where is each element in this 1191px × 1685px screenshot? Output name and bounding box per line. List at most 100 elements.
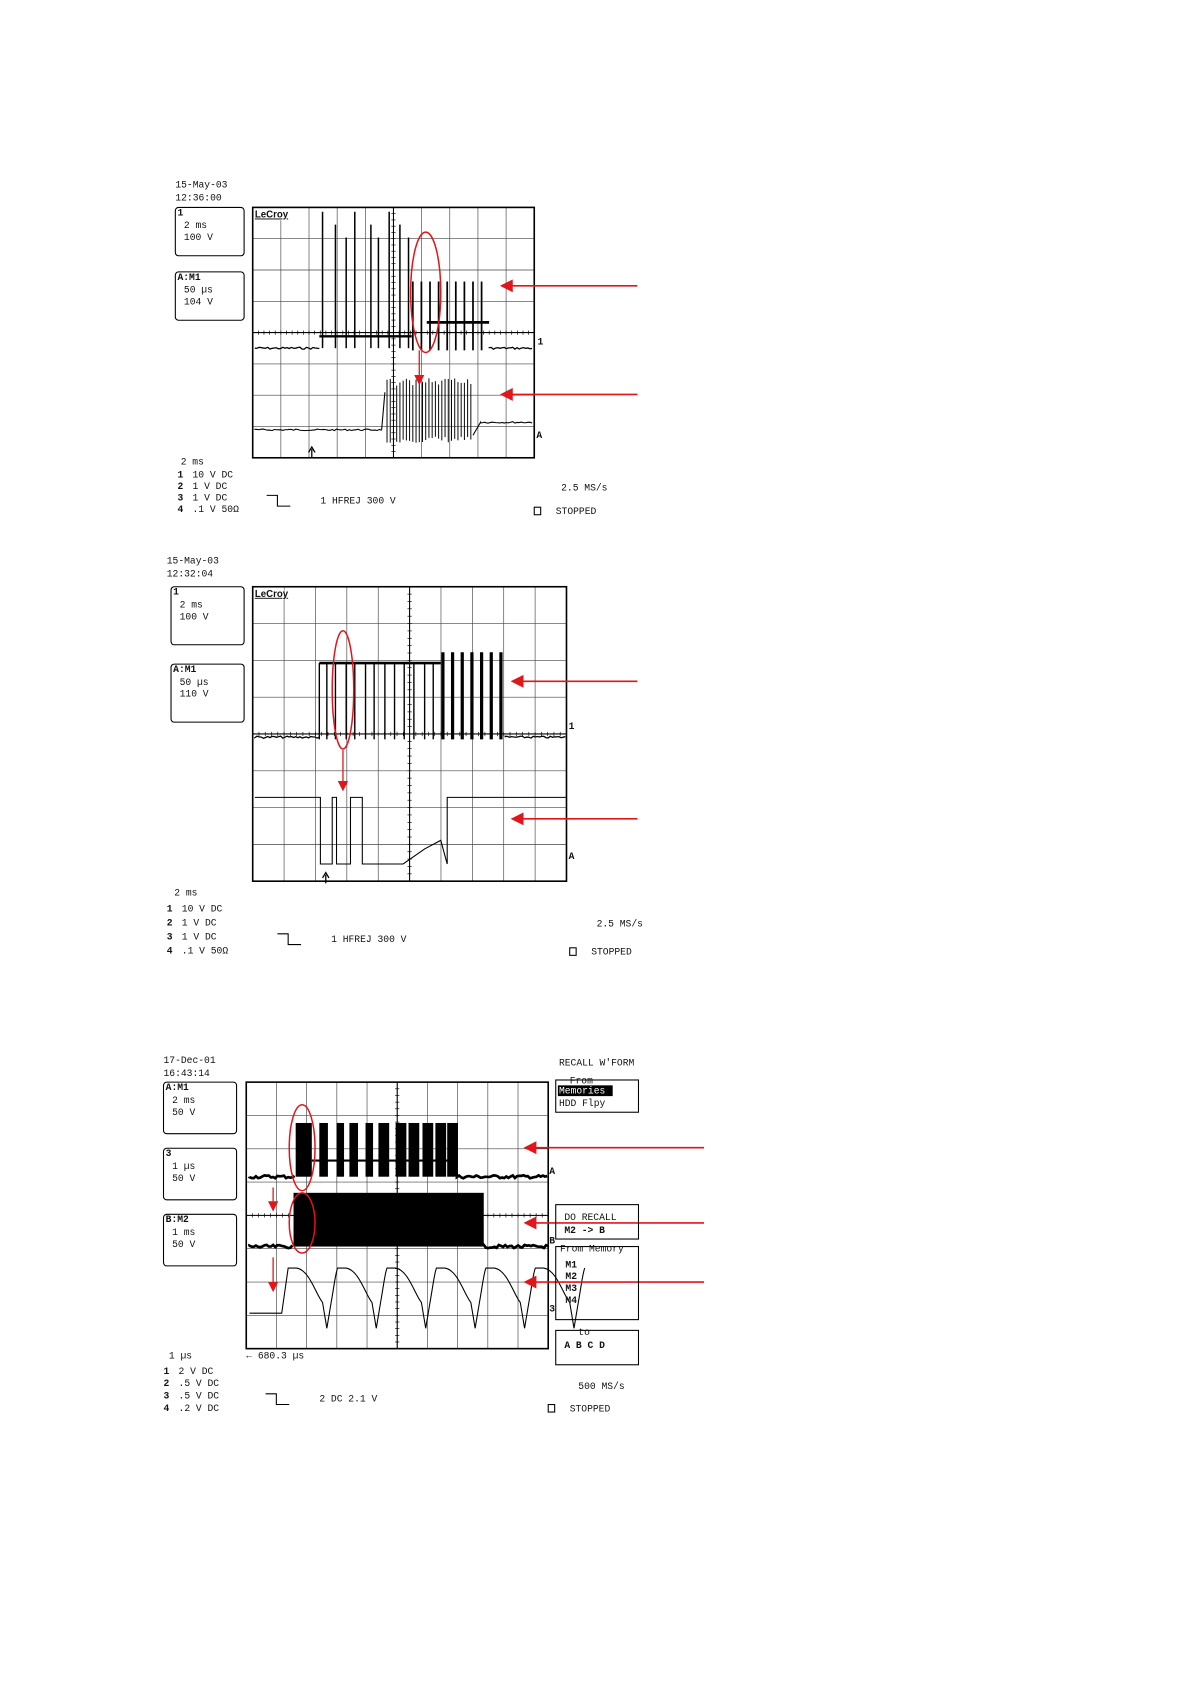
channel-box-line: 100 V — [184, 232, 213, 243]
channel-box-line: 50 V — [172, 1173, 195, 1184]
channel-box — [162, 1147, 238, 1201]
timebase: 2 ms — [181, 457, 204, 468]
trace — [472, 420, 533, 436]
channel-number: 2 — [167, 918, 173, 929]
channel-setting: .5 V DC — [179, 1378, 220, 1389]
trace — [365, 1122, 374, 1177]
timebase: 2 ms — [174, 888, 197, 899]
trace — [408, 1122, 420, 1177]
annotation-ellipse — [288, 1103, 316, 1192]
trace — [319, 1122, 328, 1177]
menu-title: RECALL W'FORM — [559, 1057, 635, 1068]
channel-box-line: 104 V — [184, 297, 213, 308]
menu-highlight — [557, 1085, 613, 1097]
channel-number: 2 — [177, 481, 183, 492]
trigger-symbol — [265, 1393, 290, 1406]
menu-box — [555, 1329, 640, 1366]
timebase: 1 µs — [169, 1351, 192, 1362]
sample-rate: 500 MS/s — [578, 1381, 624, 1392]
menu-option: A B C D — [564, 1340, 605, 1351]
channel-number: 4 — [164, 1403, 170, 1414]
channel-box-line: 2 ms — [172, 1095, 195, 1106]
trigger: 1 HFREJ 300 V — [331, 934, 407, 945]
trace — [504, 735, 566, 739]
sample-rate: 2.5 MS/s — [561, 482, 607, 493]
channel-number: 2 — [164, 1378, 170, 1389]
date: 15-May-03 — [167, 555, 219, 566]
channel-box-title: 3 — [166, 1148, 172, 1159]
menu-option: M1 — [565, 1259, 577, 1270]
trace-marker: A — [569, 851, 575, 862]
screen-frame — [251, 585, 568, 882]
brand: LeCroy — [255, 209, 289, 220]
channel-box-title: 1 — [177, 207, 183, 218]
trace-marker: B — [549, 1236, 555, 1247]
trace — [435, 1122, 447, 1177]
trace — [254, 796, 567, 865]
channel-box — [174, 271, 245, 321]
menu-option: HDD Flpy — [559, 1098, 606, 1109]
channel-number: 1 — [167, 904, 173, 915]
trace — [447, 1122, 458, 1177]
trace — [248, 1174, 296, 1180]
menu-option: M2 — [565, 1271, 577, 1282]
trigger-symbol — [277, 933, 302, 946]
time: 16:43:14 — [164, 1068, 211, 1079]
channel-box-line: 50 µs — [184, 285, 213, 296]
time: 12:32:04 — [167, 568, 214, 579]
menu-label: From — [570, 1076, 593, 1087]
channel-box-title: A:M1 — [177, 272, 200, 283]
menu-box — [555, 1246, 640, 1321]
channel-box-line: 1 µs — [172, 1161, 195, 1172]
channel-box — [170, 663, 245, 723]
time: 12:36:00 — [175, 192, 222, 203]
menu-option: M3 — [565, 1283, 577, 1294]
trace — [482, 1241, 549, 1250]
annotation-ellipse — [288, 1192, 316, 1254]
menu-box — [555, 1079, 640, 1113]
trace — [422, 1122, 434, 1177]
channel-number: 4 — [167, 946, 173, 957]
trigger-symbol — [266, 494, 291, 507]
channel-box-line: 2 ms — [180, 600, 203, 611]
menu-option: Memories — [559, 1085, 605, 1096]
annotation-ellipse — [331, 630, 355, 750]
channel-setting: 2 V DC — [179, 1366, 214, 1377]
trace — [248, 1243, 294, 1250]
brand-bg — [253, 208, 284, 221]
channel-setting: .1 V 50Ω — [182, 946, 229, 957]
channel-box — [170, 586, 245, 646]
channel-number: 1 — [177, 470, 183, 481]
status-box — [547, 1403, 556, 1413]
channel-box — [162, 1213, 238, 1267]
channel-box-line: 100 V — [180, 611, 209, 622]
trace — [455, 1173, 548, 1180]
trace-marker: 1 — [537, 336, 543, 347]
trace-marker: 1 — [569, 721, 575, 732]
trace — [381, 392, 386, 430]
trigger-arrow — [308, 445, 316, 453]
channel-setting: 1 V DC — [193, 493, 228, 504]
menu-action: M2 -> B — [564, 1225, 605, 1236]
channel-box-line: 50 V — [172, 1239, 195, 1250]
channel-number: 3 — [164, 1390, 170, 1401]
cursor-readout: ← 680.3 µs — [246, 1351, 304, 1362]
status: STOPPED — [556, 506, 597, 517]
trace — [254, 735, 320, 739]
trace — [295, 1122, 312, 1177]
trace — [488, 346, 533, 351]
channel-setting: 1 V DC — [182, 932, 217, 943]
channel-number: 4 — [177, 504, 183, 515]
screen-frame — [251, 206, 536, 459]
channel-box-line: 50 µs — [180, 677, 209, 688]
channel-box — [162, 1081, 238, 1135]
trace-marker: A — [549, 1166, 555, 1177]
trace-marker: A — [536, 430, 542, 441]
channel-box-title: 1 — [173, 587, 179, 598]
channel-setting: 10 V DC — [193, 470, 234, 481]
menu-action: DO RECALL — [564, 1212, 616, 1223]
brand: LeCroy — [255, 589, 289, 600]
annotation-ellipse — [409, 231, 442, 354]
trace — [254, 346, 320, 350]
